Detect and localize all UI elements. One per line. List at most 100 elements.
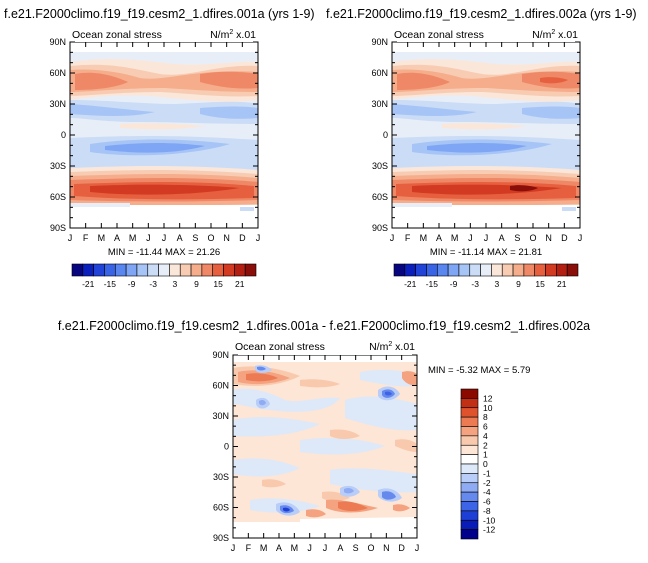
colorbar-swatch [223, 263, 235, 277]
colorbar-swatch [136, 263, 149, 277]
colorbar-label: -12 [483, 525, 496, 535]
colorbar-label: 21 [557, 279, 567, 289]
colorbar-swatch [212, 263, 224, 277]
x-tick-label: M [98, 233, 106, 243]
colorbar-label: 21 [235, 279, 245, 289]
colorbar-swatch [534, 263, 546, 277]
x-tick-label: S [514, 233, 520, 243]
y-tick-label: 90N [49, 37, 66, 47]
x-tick-label: D [561, 233, 568, 243]
colorbar-swatch [566, 263, 579, 277]
y-tick-label: 30S [50, 161, 66, 171]
colorbar-label: -3 [149, 279, 157, 289]
colorbar-swatch [404, 263, 416, 277]
colorbar-label: 15 [535, 279, 545, 289]
x-tick-label: D [239, 233, 246, 243]
colorbar-label: -1 [483, 468, 491, 478]
colorbar-label: -15 [104, 279, 117, 289]
panel-2: f.e21.F2000climo.f19_f19.cesm2_1.dfires.… [326, 7, 637, 289]
y-tick-label: 60N [371, 68, 388, 78]
panel-1-subtitle-right: N/m2 x.01 [210, 29, 256, 41]
x-tick-label: A [276, 543, 282, 553]
x-tick-label: J [484, 233, 489, 243]
x-tick-label: O [529, 233, 536, 243]
y-tick-label: 90N [212, 350, 229, 360]
x-tick-label: F [83, 233, 89, 243]
colorbar-label: 8 [483, 412, 488, 422]
colorbar-label: 4 [483, 431, 488, 441]
colorbar-swatch [460, 388, 479, 399]
colorbar-swatch [460, 454, 479, 465]
x-tick-label: O [367, 543, 374, 553]
x-tick-label: M [291, 543, 299, 553]
colorbar-swatch [158, 263, 170, 277]
colorbar-swatch [460, 529, 479, 540]
x-tick-label: S [353, 543, 359, 553]
colorbar-swatch [169, 263, 181, 277]
x-tick-label: N [545, 233, 552, 243]
colorbar-label: -21 [82, 279, 95, 289]
colorbar-swatch [460, 501, 479, 512]
x-tick-label: N [223, 233, 230, 243]
colorbar-label: 6 [483, 422, 488, 432]
colorbar-swatch [415, 263, 427, 277]
colorbar-swatch [460, 482, 479, 493]
colorbar-swatch [71, 263, 84, 277]
colorbar-label: -9 [128, 279, 136, 289]
colorbar-label: 12 [483, 393, 493, 403]
y-tick-label: 30S [372, 161, 388, 171]
panel-2-subtitle-left: Ocean zonal stress [394, 29, 484, 41]
panel-1: f.e21.F2000climo.f19_f19.cesm2_1.dfires.… [4, 7, 315, 289]
y-tick-label: 90S [213, 533, 229, 543]
colorbar-swatch [556, 263, 568, 277]
panel-2-field [392, 42, 580, 228]
x-tick-label: J [307, 543, 312, 553]
panel-1-field [70, 42, 258, 228]
colorbar-label: 3 [172, 279, 177, 289]
panel-3-field [233, 355, 417, 538]
colorbar-swatch [147, 263, 159, 277]
colorbar-swatch [480, 263, 492, 277]
panel-3-title: f.e21.F2000climo.f19_f19.cesm2_1.dfires.… [58, 319, 590, 333]
colorbar-swatch [447, 263, 460, 277]
colorbar-swatch [234, 263, 246, 277]
x-tick-label: J [323, 543, 328, 553]
colorbar-label: -4 [483, 487, 491, 497]
panel-1-subtitle-left: Ocean zonal stress [72, 29, 162, 41]
colorbar-swatch [460, 444, 479, 455]
colorbar-label: 3 [494, 279, 499, 289]
y-tick-label: 60S [372, 192, 388, 202]
panel-3-stats: MIN = -5.32 MAX = 5.79 [428, 365, 530, 376]
x-tick-label: J [415, 543, 420, 553]
panel-2-subtitle-right: N/m2 x.01 [532, 29, 578, 41]
x-tick-label: S [192, 233, 198, 243]
y-tick-label: 30N [49, 99, 66, 109]
colorbar-swatch [523, 263, 536, 277]
y-tick-label: 60S [213, 503, 229, 513]
colorbar-swatch [93, 263, 105, 277]
y-tick-label: 60N [212, 381, 229, 391]
colorbar-label: -9 [450, 279, 458, 289]
colorbar-swatch [393, 263, 406, 277]
x-tick-label: J [231, 543, 236, 553]
colorbar-label: 10 [483, 403, 493, 413]
x-tick-label: D [398, 543, 405, 553]
x-tick-label: A [177, 233, 183, 243]
x-tick-label: A [436, 233, 442, 243]
colorbar-swatch [460, 398, 479, 409]
colorbar-label: 1 [483, 450, 488, 460]
colorbar-swatch [104, 263, 116, 277]
colorbar-swatch [458, 263, 471, 277]
colorbar-label: 9 [194, 279, 199, 289]
colorbar-swatch [244, 263, 257, 277]
x-tick-label: J [162, 233, 167, 243]
panel-1-title: f.e21.F2000climo.f19_f19.cesm2_1.dfires.… [4, 7, 315, 21]
panel-2-stats: MIN = -11.14 MAX = 21.81 [430, 247, 542, 258]
x-tick-label: M [260, 543, 268, 553]
panel-3-subtitle-right: N/m2 x.01 [369, 341, 415, 353]
colorbar-swatch [460, 510, 479, 521]
y-tick-label: 60S [50, 192, 66, 202]
y-tick-label: 0 [383, 130, 388, 140]
y-tick-label: 30N [371, 99, 388, 109]
